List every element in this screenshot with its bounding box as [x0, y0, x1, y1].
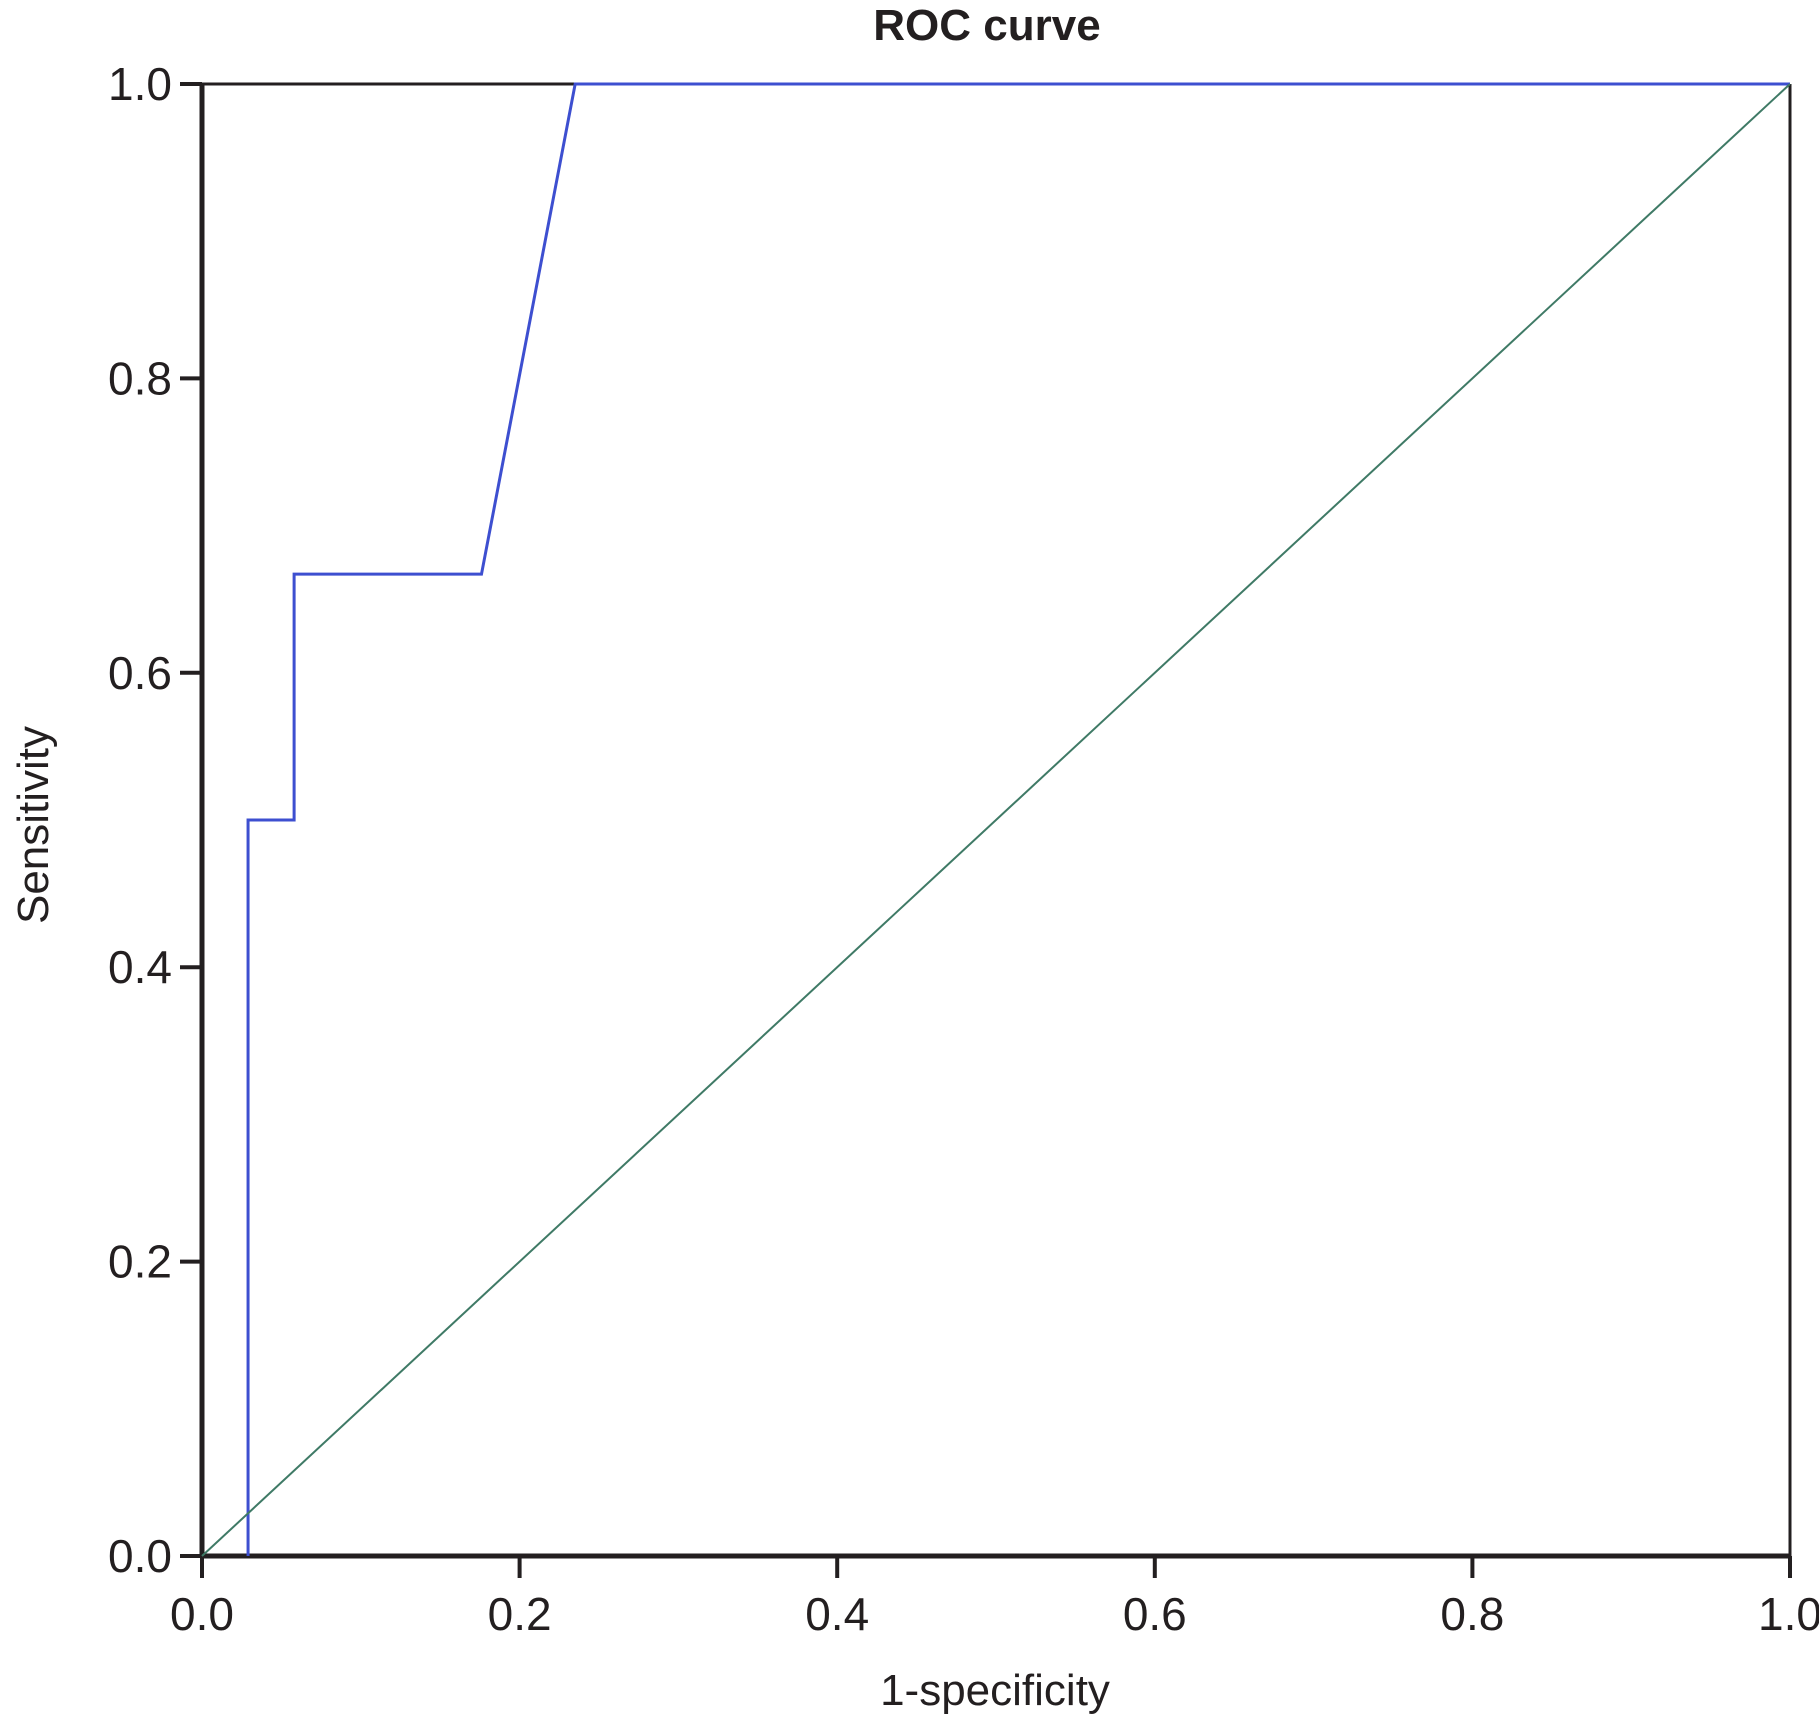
x-tick-label: 0.8	[1440, 1588, 1504, 1640]
y-tick-label: 0.6	[108, 647, 172, 699]
series-layer	[201, 82, 1791, 1557]
x-tick-label: 0.2	[488, 1588, 552, 1640]
ticks: 0.0 0.2 0.4 0.6 0.8 1.0 0.0 0.2 0.4 0.6 0.8 1.0	[108, 58, 1819, 1640]
y-tick-label: 0.2	[108, 1236, 172, 1288]
y-axis-label: Sensitivity	[9, 726, 58, 924]
y-tick-label: 0.0	[108, 1530, 172, 1582]
y-tick-label: 0.8	[108, 352, 172, 404]
reference-diagonal-line	[201, 83, 1791, 1557]
x-tick-label: 1.0	[1758, 1588, 1819, 1640]
x-tick-label: 0.4	[805, 1588, 869, 1640]
x-tick-label: 0.0	[170, 1588, 234, 1640]
chart-title: ROC curve	[873, 1, 1100, 50]
y-tick-label: 0.4	[108, 941, 172, 993]
roc-curve-line	[246, 82, 1790, 1556]
y-tick-label: 1.0	[108, 58, 172, 110]
x-axis-label: 1-specificity	[880, 1666, 1110, 1715]
x-tick-label: 0.6	[1123, 1588, 1187, 1640]
